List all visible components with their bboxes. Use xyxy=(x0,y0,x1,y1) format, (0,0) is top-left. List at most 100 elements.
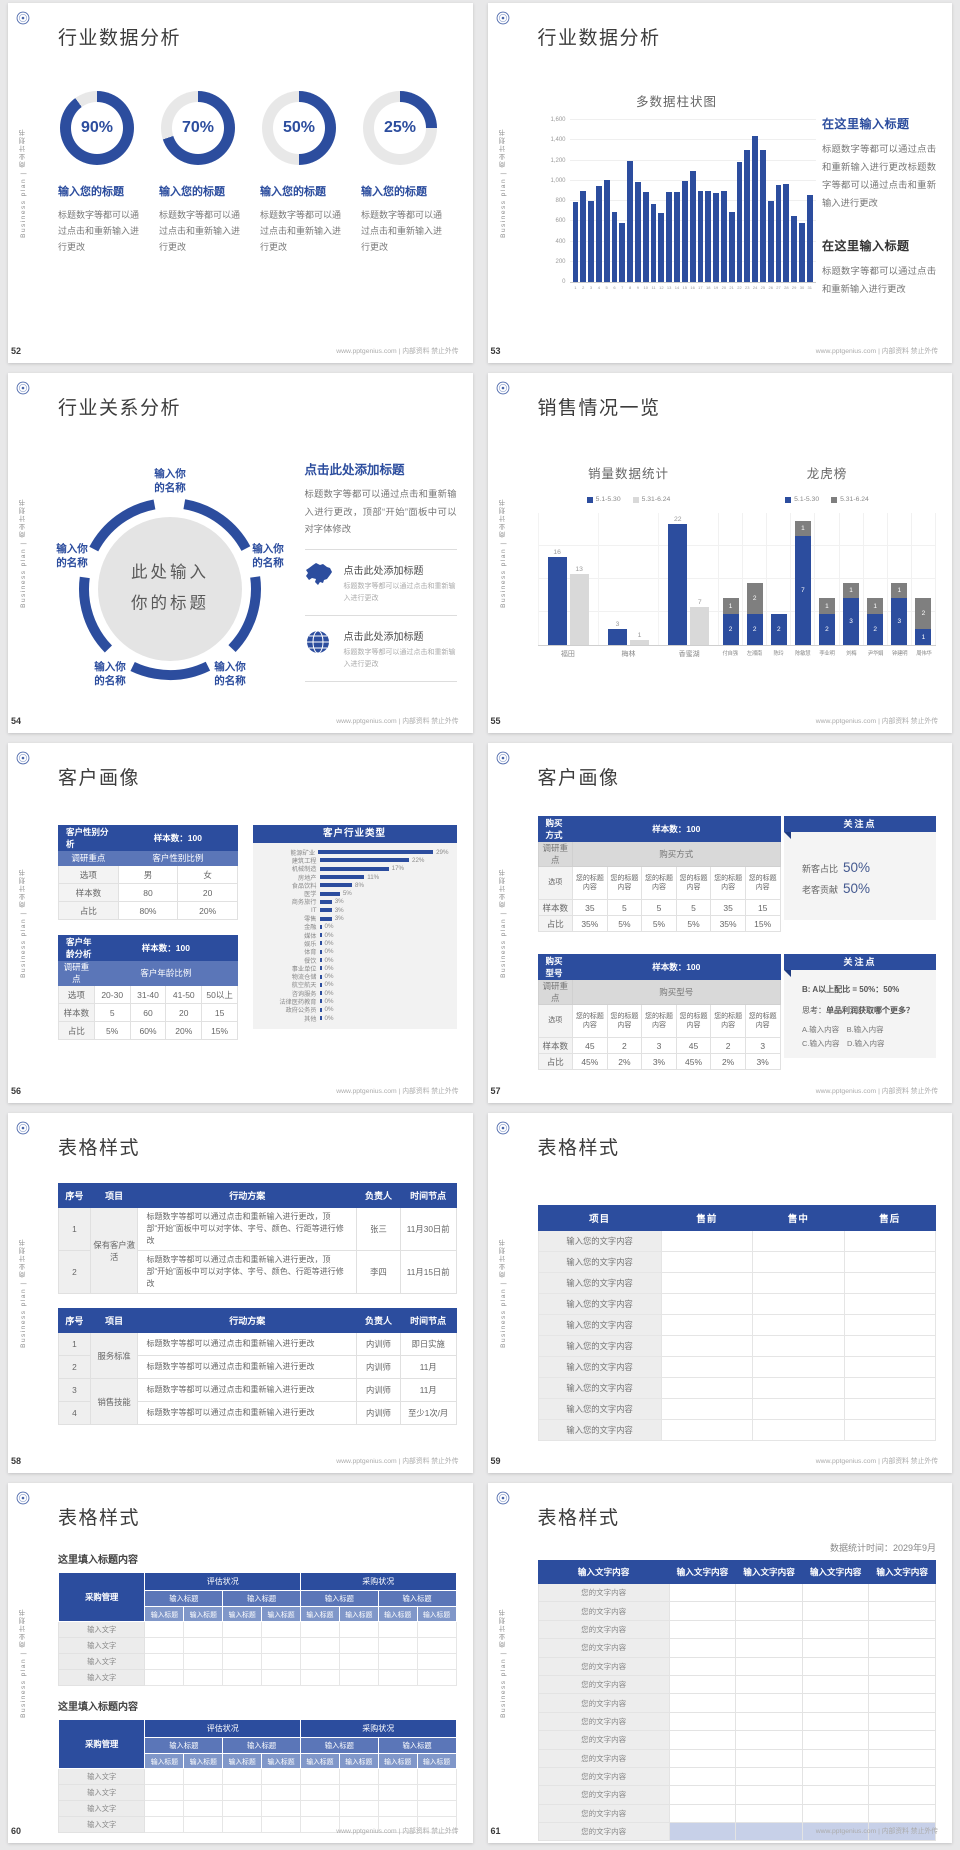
hbar-label: 媒体 xyxy=(304,932,317,940)
hbar-label: 政府公务员 xyxy=(285,1007,317,1015)
table-row: 您的文字内容 xyxy=(537,1803,936,1824)
hbar-row: 体育 0% xyxy=(253,948,457,956)
table-row: 选项男女 xyxy=(58,865,238,884)
relation-ring xyxy=(79,498,261,680)
x-axis-tick: 23 xyxy=(745,285,750,290)
bar xyxy=(319,875,365,880)
bar-segment: 2 xyxy=(746,613,763,645)
hbar-row: 事业单位 0% xyxy=(253,964,457,973)
bar-value: 0% xyxy=(324,948,334,956)
donut-percent: 90% xyxy=(80,119,114,136)
segment-value: 1 xyxy=(897,587,902,595)
x-axis-label: 刘梅 xyxy=(846,651,857,657)
chart-plot-area: 16 13 3 1 22 7 xyxy=(537,513,720,646)
relation-node-label: 输入你 的名称 xyxy=(94,660,126,687)
hbar-row: 建筑工程 22% xyxy=(253,856,457,865)
relation-center-label: 此处输入 你的标题 xyxy=(131,563,209,613)
donut-row: 90% 输入您的标题 标题数字等都可以通过点击和重新输入进行更改 70% 输入您的标题标… xyxy=(58,91,457,255)
bar xyxy=(611,212,618,282)
column-header: 售前 xyxy=(660,1205,754,1231)
bar-value: 0% xyxy=(324,1014,334,1022)
table-subheader-row2: 输入标题 输入标题 输入标题 输入标题 输入标题 输入标题 输入标题 输入标题 xyxy=(59,1606,457,1622)
profile-table: 购买方式 样本数：100 调研重点 购买方式 选项 您的标题内容 您的标题内容 您的标… xyxy=(537,816,781,932)
project-cell: 保有客户激活 xyxy=(89,1207,139,1294)
bar xyxy=(713,192,719,282)
x-axis-tick: 16 xyxy=(690,285,695,290)
hbar-label: 机械制造 xyxy=(291,866,317,874)
x-axis-tick: 27 xyxy=(776,285,781,290)
slide-card-61[interactable]: Business plan | 商业计划书 表格样式 数据统计时间：2029年9月输… xyxy=(487,1483,952,1843)
slide-card-59[interactable]: Business plan | 商业计划书 表格样式 项目 售前 售中 售后 输入您的文字内… xyxy=(487,1113,952,1473)
bar xyxy=(736,161,743,282)
slide-content: 此处输入 你的标题 输入你 的名称 输入你 的名称 输入你 的名称 输入你 的名称 输入你 的名称点… xyxy=(56,429,457,711)
donut-title: 输入您的标题 xyxy=(58,186,124,198)
column-header: 序号 xyxy=(58,1308,91,1333)
block-heading: 在这里输入标题 xyxy=(822,117,910,131)
data-table: 输入文字内容 输入文字内容 输入文字内容 输入文字内容 输入文字内容 您的文字内容 您的文字… xyxy=(537,1560,937,1842)
hbar-row: 医学 5% xyxy=(253,889,457,898)
column-header: 项目 xyxy=(89,1308,139,1333)
slide-content: 这里填入标题内容 采购管理 评估状况 采购状况 输入标题 输入标题 输入标题 输入标题输… xyxy=(57,1539,457,1833)
slide-card-55[interactable]: Business plan | 商业计划书 销售情况一览 销量数据统计 5.1-5.3… xyxy=(487,373,952,733)
x-axis-tick: 30 xyxy=(799,285,805,290)
slide-card-53[interactable]: Business plan | 商业计划书 行业数据分析 多数据柱状图 0 200 400… xyxy=(487,3,952,363)
bar-value: 0% xyxy=(324,981,334,989)
segment-value: 1 xyxy=(921,633,926,641)
text-column: 在这里输入标题 标题数字等都可以通过点击和重新输入进行更改标题数字等都可以通过点击… xyxy=(822,115,936,322)
bar xyxy=(319,891,340,896)
bar xyxy=(319,966,322,971)
slide-card-54[interactable]: Business plan | 商业计划书 行业关系分析 此处输入 你的标题 输入你的… xyxy=(8,373,473,733)
profile-table: 客户年龄分析 样本数：100 调研重点 客户年龄比例 选项 20-30 31-40 41… xyxy=(58,935,239,1040)
icon-item-desc: 标题数字等都可以通过点击和重新输入进行更改 xyxy=(343,648,456,668)
slide-card-58[interactable]: Business plan | 商业计划书 表格样式 序号 项目 行动方案 负责人 时间节点… xyxy=(8,1113,473,1473)
bar-segment: 2 xyxy=(915,598,932,630)
x-axis-tick: 22 xyxy=(737,285,742,290)
column-header: 输入文字内容 xyxy=(868,1560,936,1584)
callout-label: 新客占比 xyxy=(802,864,839,874)
table-row: 4 标题数字等都可以通过点击和重新输入进行更改 内训师 至少1次/月 xyxy=(58,1401,457,1425)
callout-note: C.输入内容 D.输入内容 xyxy=(802,1039,885,1048)
bar-segment: 3 xyxy=(843,598,860,645)
x-axis-label: 陈敏慧 xyxy=(795,651,811,657)
bar xyxy=(650,204,657,282)
block-body: 标题数字等都可以通过点击和重新输入进行更改 xyxy=(822,265,936,294)
brand-logo-icon xyxy=(16,381,30,395)
table-row: 输入您的文字内容 xyxy=(537,1272,937,1294)
table-row: 您的文字内容 xyxy=(537,1601,936,1621)
stacked-bar: 2 xyxy=(770,613,787,645)
bar xyxy=(791,216,798,282)
x-axis-label: 尹华娟 xyxy=(867,651,884,657)
page-title: 销售情况一览 xyxy=(537,398,661,419)
x-axis-tick: 19 xyxy=(713,285,719,290)
slide-card-52[interactable]: Business plan | 商业计划书 行业数据分析 90% 输入您的标题 标题数字… xyxy=(8,3,473,363)
bar-segment: 1 xyxy=(867,598,884,614)
slide-content: 多数据柱状图 0 200 400 600 800 1,000 1,200 1,400 1,600 1… xyxy=(538,59,936,341)
bar xyxy=(767,201,774,282)
x-axis: 付自强 左湘南 陈玲 陈敏慧 李业明 刘梅 尹华娟 钟建明 周伟华 xyxy=(718,649,936,657)
segment-value: 2 xyxy=(873,625,878,633)
table-row: 输入文字 xyxy=(57,1653,457,1670)
relation-node-label: 输入你 的名称 xyxy=(154,467,186,494)
y-axis-tick: 1,200 xyxy=(550,157,566,164)
table-header-row: 购买方式 样本数：100 xyxy=(537,816,781,842)
bar xyxy=(547,557,567,645)
hbar-row: 航空航天 0% xyxy=(253,981,457,989)
bar-segment: 1 xyxy=(722,598,739,614)
slide-card-56[interactable]: Business plan | 商业计划书 客户画像 客户性别分析 样本数：100… xyxy=(8,743,473,1103)
bar-series xyxy=(570,120,816,282)
side-watermark: Business plan | 商业计划书 xyxy=(20,1238,27,1348)
segment-value: 2 xyxy=(728,625,733,633)
slide-card-60[interactable]: Business plan | 商业计划书 表格样式 这里填入标题内容 采购管理 评… xyxy=(8,1483,473,1843)
brand-logo-icon xyxy=(16,11,30,25)
legend-item: 5.31-6.24 xyxy=(632,496,670,503)
bar xyxy=(572,202,579,282)
slide-card-57[interactable]: Business plan | 商业计划书 客户画像 购买方式 样本数：100 调… xyxy=(487,743,952,1103)
table-subheader-row: 调研重点 客户性别比例 xyxy=(58,850,239,866)
bar-value: 0% xyxy=(324,939,334,947)
bar xyxy=(603,179,610,282)
table-row: 2 标题数字等都可以通过点击和重新输入进行更改，顶部“开始”面板中可以对字体、字号… xyxy=(58,1250,457,1294)
